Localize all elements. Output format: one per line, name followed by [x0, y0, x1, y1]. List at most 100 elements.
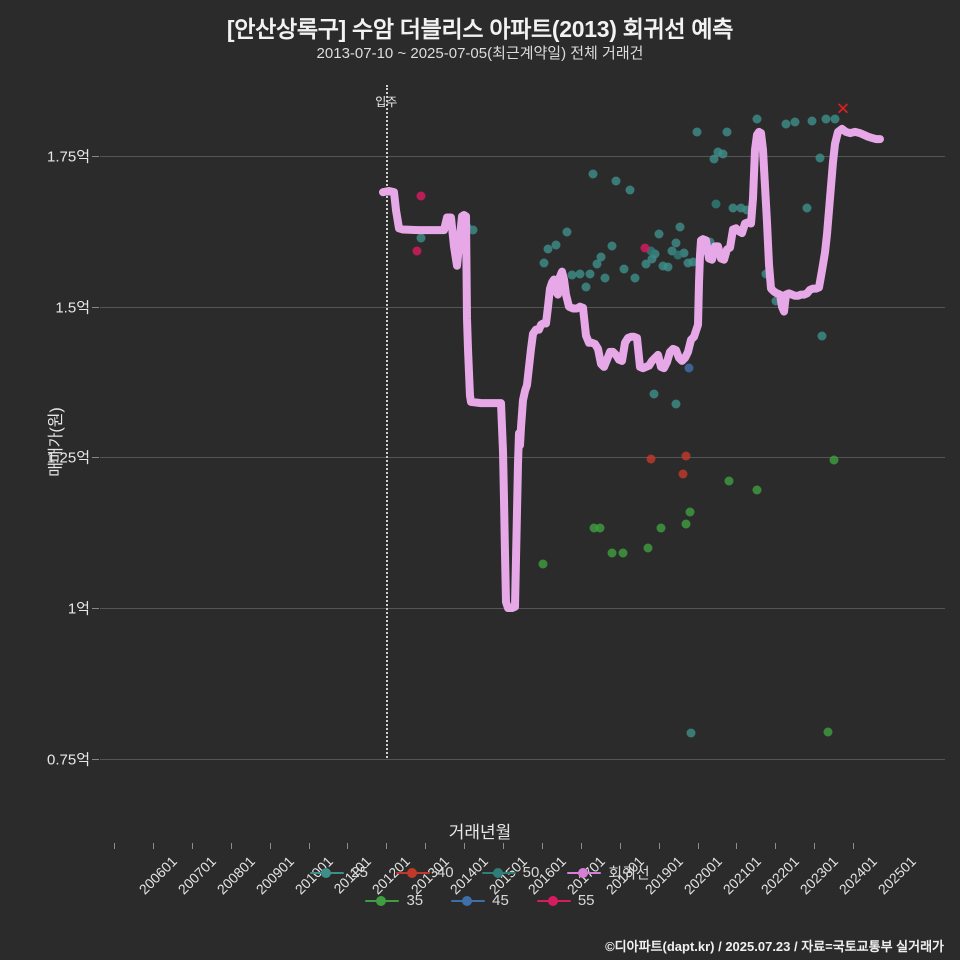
- x-tick-mark: [347, 843, 349, 849]
- page-title: [안산상록구] 수암 더블리스 아파트(2013) 회귀선 예측: [226, 16, 734, 42]
- scatter-point: [551, 240, 561, 250]
- scatter-point: [711, 199, 721, 209]
- y-tick-mark: [92, 758, 99, 760]
- scatter-point: [667, 246, 677, 256]
- legend-item-회귀선[interactable]: 회귀선: [567, 862, 650, 883]
- scatter-point: [684, 363, 694, 373]
- legend-swatch-icon: [567, 867, 602, 879]
- scatter-point: [538, 559, 548, 569]
- x-tick-mark: [503, 843, 504, 849]
- highlight-x-marker: ✕: [835, 99, 851, 119]
- footer-credit: ©디아파트(dapt.kr) / 2025.07.23 / 자료=국토교통부 실…: [605, 939, 944, 954]
- legend-swatch-icon: [310, 867, 345, 879]
- legend-item-50[interactable]: 50: [481, 864, 540, 881]
- y-tick-label: 0.75억: [47, 751, 90, 769]
- scatter-point: [641, 259, 651, 269]
- scatter-point: [658, 261, 668, 271]
- scatter-point: [663, 262, 673, 272]
- scatter-point: [543, 244, 553, 254]
- scatter-point: [752, 485, 762, 495]
- scatter-point: [771, 296, 781, 306]
- legend-label: 50: [522, 864, 540, 881]
- x-tick-mark: [386, 843, 388, 849]
- scatter-point: [618, 548, 628, 558]
- gridline: [100, 306, 945, 308]
- scatter-point: [724, 476, 734, 486]
- chart-subtitle: 2013-07-10 ~ 2025-07-05(최근계약일) 전체 거래건: [316, 45, 644, 62]
- legend-label: 회귀선: [608, 865, 650, 882]
- y-tick-mark: [92, 306, 99, 308]
- legend-item-45[interactable]: 45: [451, 892, 509, 909]
- scatter-point: [830, 114, 840, 124]
- scatter-point: [790, 117, 800, 127]
- x-tick-mark: [464, 843, 466, 849]
- scatter-point: [817, 331, 827, 341]
- legend-label: 40: [436, 864, 454, 881]
- x-tick-mark: [619, 843, 621, 849]
- scatter-point: [592, 259, 602, 269]
- scatter-point: [678, 469, 688, 479]
- x-tick-mark: [853, 843, 855, 849]
- scatter-point: [649, 389, 659, 399]
- scatter-point: [607, 548, 617, 558]
- x-tick-mark: [152, 843, 154, 849]
- scatter-point: [718, 149, 728, 159]
- scatter-point: [625, 185, 635, 195]
- scatter-point: [781, 119, 791, 129]
- scatter-point: [713, 147, 723, 157]
- scatter-point: [675, 222, 685, 232]
- scatter-point: [671, 238, 681, 248]
- scatter-point: [412, 246, 422, 256]
- scatter-point: [647, 254, 657, 264]
- x-tick-mark: [425, 843, 427, 849]
- scatter-point: [588, 169, 598, 179]
- legend: 25 40 50 회귀선 35 45 55: [0, 862, 960, 909]
- y-tick-mark: [92, 457, 99, 459]
- legend-swatch-icon: [536, 895, 571, 907]
- legend-item-35[interactable]: 35: [365, 892, 423, 909]
- y-tick-label: 1.25억: [47, 449, 90, 467]
- scatter-point: [742, 205, 752, 215]
- x-tick-mark: [114, 843, 115, 849]
- y-tick-mark: [92, 156, 99, 157]
- scatter-point: [728, 203, 738, 213]
- scatter-point: [807, 116, 817, 126]
- legend-row: 25 40 50 회귀선: [310, 862, 650, 883]
- x-tick-mark: [697, 843, 699, 849]
- scatter-point: [643, 543, 653, 553]
- legend-label: 55: [577, 892, 595, 909]
- legend-item-25[interactable]: 25: [310, 864, 368, 881]
- scatter-point: [692, 127, 702, 137]
- legend-item-40[interactable]: 40: [395, 864, 454, 881]
- scatter-point: [539, 258, 549, 268]
- legend-swatch-icon: [451, 895, 486, 907]
- scatter-point: [815, 153, 825, 163]
- scatter-point: [585, 269, 595, 279]
- scatter-point: [656, 523, 666, 533]
- legend-label: 45: [492, 892, 509, 909]
- scatter-point: [416, 233, 426, 243]
- entry-dotted-line: [386, 85, 389, 758]
- legend-swatch-icon: [365, 895, 400, 907]
- scatter-point: [736, 203, 746, 213]
- scatter-point: [709, 154, 719, 164]
- scatter-point: [681, 519, 691, 529]
- legend-item-55[interactable]: 55: [536, 892, 595, 909]
- x-tick-mark: [541, 843, 543, 849]
- scatter-point: [829, 455, 839, 465]
- x-tick-mark: [580, 843, 582, 849]
- scatter-point: [681, 451, 691, 461]
- scatter-point: [567, 270, 577, 280]
- scatter-point: [802, 203, 812, 213]
- scatter-point: [600, 273, 610, 283]
- legend-label: 35: [406, 892, 424, 909]
- scatter-point: [416, 191, 426, 201]
- x-tick-mark: [230, 843, 232, 849]
- legend-swatch-icon: [481, 867, 516, 879]
- x-tick-mark: [736, 843, 738, 849]
- x-axis-label: 거래년월: [448, 823, 512, 842]
- y-tick-label: 1억: [67, 600, 90, 618]
- y-tick-mark: [92, 608, 99, 609]
- scatter-point: [679, 248, 689, 258]
